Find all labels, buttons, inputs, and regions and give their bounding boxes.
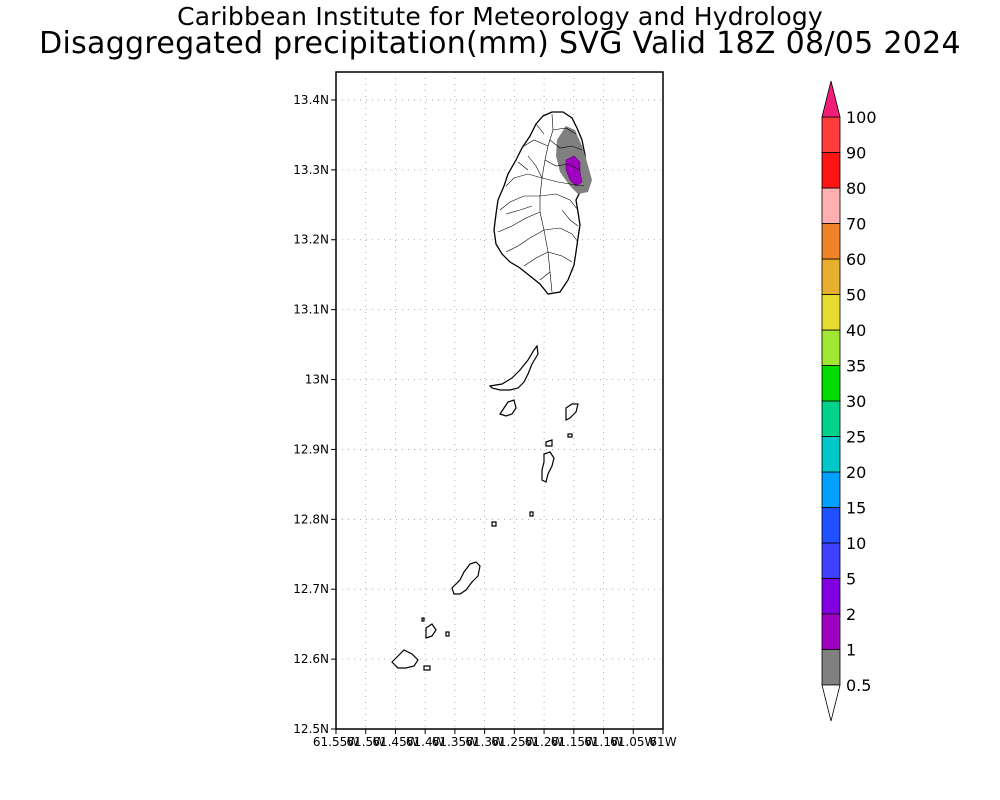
island-small-10 (567, 433, 573, 438)
lat-tick-label: 13.3N (293, 163, 329, 177)
colorbar-min-arrow (821, 684, 841, 722)
colorbar-swatch (821, 187, 841, 224)
lat-tick-label: 13.4N (293, 93, 329, 107)
island-canouan (541, 451, 555, 483)
island-small-6 (425, 623, 437, 639)
island-small-2 (565, 403, 579, 421)
colorbar-label: 50 (846, 286, 866, 305)
island-small-7 (445, 631, 450, 637)
chart-title: Caribbean Institute for Meteorology and … (177, 2, 823, 31)
colorbar-label: 1 (846, 641, 856, 660)
island-small-9 (421, 617, 425, 622)
island-small-5 (529, 511, 534, 517)
colorbar-label: 5 (846, 570, 856, 589)
colorbar-swatch (821, 223, 841, 260)
colorbar-label: 60 (846, 250, 866, 269)
colorbar-label: 10 (846, 534, 866, 553)
colorbar-swatch (821, 365, 841, 402)
colorbar-label: 40 (846, 321, 866, 340)
latitude-axis: 13.4N 13.3N 13.2N 13.1N 13N 12.9N 12.8N 12.7N 12… (293, 93, 336, 736)
colorbar-swatch (821, 329, 841, 366)
lat-tick-label: 12.8N (293, 512, 329, 526)
lon-tick-label: 61.2W (525, 735, 564, 749)
precip-area-heavy (565, 155, 583, 187)
lon-tick-label: 61.05W (610, 735, 656, 749)
lon-tick-label: 61.35W (432, 735, 478, 749)
colorbar-swatch (821, 400, 841, 437)
lon-tick-label: 61.25W (491, 735, 537, 749)
colorbar-label: 35 (846, 357, 866, 376)
islands-grenadines (391, 344, 579, 671)
lon-tick-label: 61.3W (465, 735, 504, 749)
colorbar-label: 20 (846, 463, 866, 482)
colorbar-swatch (821, 613, 841, 650)
colorbar-label: 90 (846, 144, 866, 163)
colorbar-swatch (821, 116, 841, 153)
lon-tick-label: 61.4W (406, 735, 445, 749)
lon-tick-label: 61.45W (372, 735, 418, 749)
colorbar-swatch (821, 471, 841, 508)
colorbar-label: 0.5 (846, 676, 871, 695)
lon-tick-label: 61.15W (551, 735, 597, 749)
colorbar-swatch (821, 258, 841, 295)
lon-tick-label: 61.55W (313, 735, 359, 749)
colorbar-swatch (821, 507, 841, 544)
colorbar-label: 30 (846, 392, 866, 411)
island-carriacou (391, 649, 419, 669)
island-bequia (488, 344, 539, 391)
lon-tick-label: 61W (649, 735, 676, 749)
map-frame (335, 71, 664, 730)
colorbar-label: 80 (846, 179, 866, 198)
longitude-axis: 61.55W61.5W61.45W61.4W61.35W61.3W61.25W6… (313, 729, 677, 749)
lat-tick-label: 13.2N (293, 233, 329, 247)
lon-tick-label: 61.1W (584, 735, 623, 749)
island-small-8 (423, 665, 431, 671)
island-small-3 (545, 439, 553, 447)
colorbar-swatch (821, 542, 841, 579)
colorbar-swatch (821, 436, 841, 473)
lat-tick-label: 13N (305, 373, 329, 387)
colorbar-label: 15 (846, 499, 866, 518)
colorbar-swatch (821, 152, 841, 189)
colorbar-max-arrow (821, 80, 841, 118)
colorbar-label: 70 (846, 215, 866, 234)
chart-subtitle: Disaggregated precipitation(mm) SVG Vali… (39, 26, 961, 61)
lat-tick-label: 12.7N (293, 582, 329, 596)
lat-tick-label: 12.9N (293, 442, 329, 456)
lat-tick-label: 13.1N (293, 303, 329, 317)
lon-tick-label: 61.5W (346, 735, 385, 749)
colorbar-swatch (821, 578, 841, 615)
grid-lines (335, 72, 664, 730)
island-saint-vincent (493, 111, 592, 295)
colorbar-label: 100 (846, 108, 877, 127)
colorbar-swatch (821, 649, 841, 686)
colorbar-label: 2 (846, 605, 856, 624)
lat-tick-label: 12.6N (293, 652, 329, 666)
colorbar-label: 25 (846, 428, 866, 447)
lat-tick-label: 12.5N (293, 722, 329, 736)
island-small-1 (499, 399, 517, 417)
colorbar-swatch (821, 294, 841, 331)
island-small-4 (491, 521, 497, 527)
island-union (451, 561, 481, 595)
